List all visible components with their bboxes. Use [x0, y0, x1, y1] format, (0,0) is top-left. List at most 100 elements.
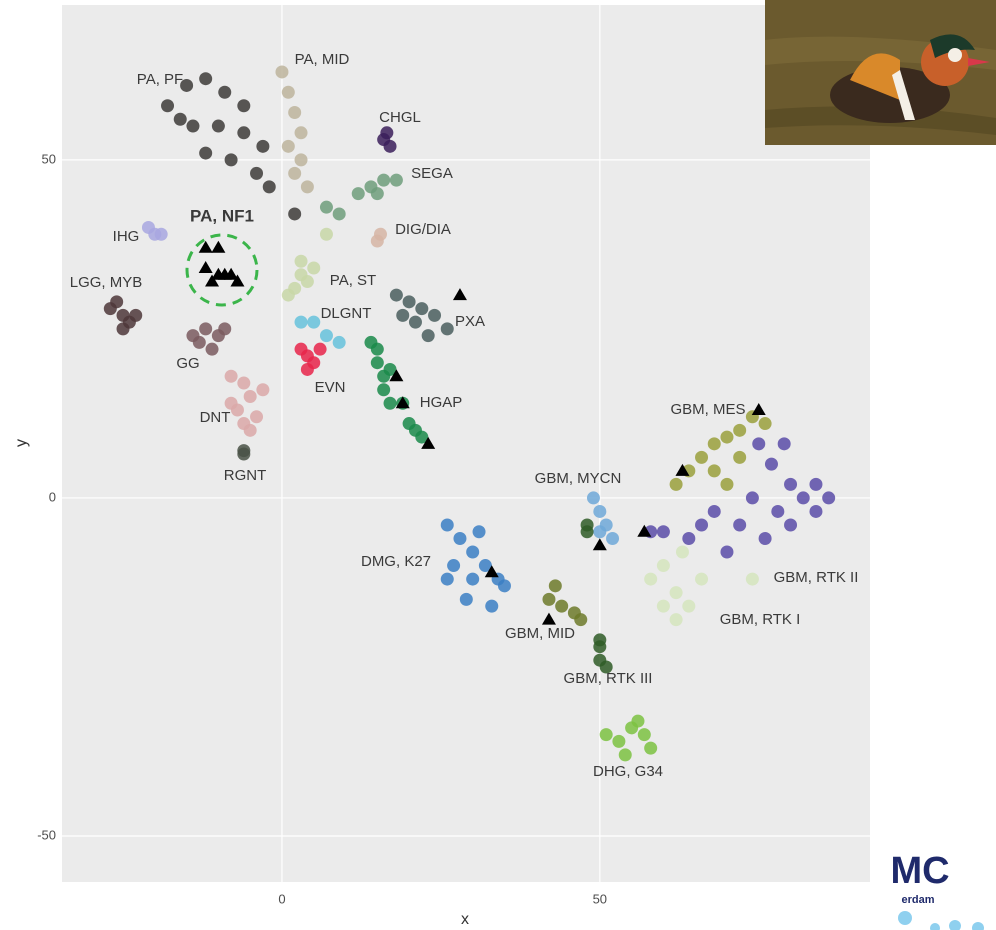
x-tick-label: 0	[278, 891, 285, 906]
point	[199, 322, 212, 335]
point	[670, 613, 683, 626]
point	[301, 363, 314, 376]
point	[473, 525, 486, 538]
y-tick-label: 50	[42, 151, 56, 166]
duck-photo	[765, 0, 996, 145]
point	[670, 478, 683, 491]
point	[333, 336, 346, 349]
point	[809, 505, 822, 518]
point	[377, 383, 390, 396]
point	[288, 106, 301, 119]
point	[759, 532, 772, 545]
point	[682, 600, 695, 613]
point	[498, 579, 511, 592]
point	[212, 120, 225, 133]
point	[199, 147, 212, 160]
point	[752, 437, 765, 450]
point	[256, 140, 269, 153]
point	[256, 383, 269, 396]
point	[682, 532, 695, 545]
point	[784, 478, 797, 491]
point	[110, 295, 123, 308]
point	[307, 262, 320, 275]
point	[593, 525, 606, 538]
point	[282, 86, 295, 99]
point	[695, 518, 708, 531]
point	[244, 390, 257, 403]
point	[384, 397, 397, 410]
cluster-label: DHG, G34	[593, 763, 663, 780]
point	[371, 356, 384, 369]
point	[428, 309, 441, 322]
cluster-label: DMG, K27	[361, 553, 431, 570]
cluster-label: PA, NF1	[190, 206, 254, 225]
point	[733, 518, 746, 531]
cluster-label: GBM, MID	[505, 625, 575, 642]
cluster-label: GBM, RTK II	[774, 569, 859, 586]
point	[186, 120, 199, 133]
point	[593, 505, 606, 518]
point	[759, 417, 772, 430]
point	[320, 228, 333, 241]
point	[542, 593, 555, 606]
point	[409, 316, 422, 329]
point	[631, 715, 644, 728]
point	[218, 86, 231, 99]
cluster-label: DLGNT	[321, 305, 372, 322]
point	[441, 573, 454, 586]
point	[415, 302, 428, 315]
point	[708, 505, 721, 518]
point	[784, 518, 797, 531]
y-tick-label: 0	[49, 489, 56, 504]
point	[593, 633, 606, 646]
point	[676, 546, 689, 559]
point	[364, 336, 377, 349]
point	[657, 600, 670, 613]
point	[606, 532, 619, 545]
point	[218, 322, 231, 335]
x-axis-title: x	[461, 911, 469, 928]
cluster-label: CHGL	[379, 109, 421, 126]
point	[695, 451, 708, 464]
cluster-label: RGNT	[224, 467, 267, 484]
cluster-label: IHG	[113, 228, 140, 245]
logo-subtext: erdam	[901, 894, 934, 906]
point	[206, 343, 219, 356]
point	[466, 546, 479, 559]
point	[390, 289, 403, 302]
point	[282, 289, 295, 302]
point	[301, 180, 314, 193]
cluster-label: LGG, MYB	[70, 274, 143, 291]
plot-panel	[62, 5, 870, 882]
cluster-label: GBM, MES	[670, 401, 745, 418]
point	[237, 376, 250, 389]
point	[746, 573, 759, 586]
point	[314, 343, 327, 356]
point	[771, 505, 784, 518]
point	[733, 451, 746, 464]
point	[720, 478, 733, 491]
point	[422, 329, 435, 342]
point	[441, 322, 454, 335]
point	[237, 99, 250, 112]
point	[295, 153, 308, 166]
cluster-label: GBM, MYCN	[535, 470, 622, 487]
point	[778, 437, 791, 450]
point	[638, 728, 651, 741]
point	[587, 491, 600, 504]
point	[466, 573, 479, 586]
point	[288, 167, 301, 180]
point	[237, 126, 250, 139]
point	[549, 579, 562, 592]
point	[374, 228, 387, 241]
point	[453, 532, 466, 545]
point	[225, 370, 238, 383]
point	[555, 600, 568, 613]
point	[250, 410, 263, 423]
point	[644, 573, 657, 586]
point	[765, 458, 778, 471]
point	[619, 748, 632, 761]
cluster-label: DNT	[200, 409, 231, 426]
point	[237, 447, 250, 460]
cluster-label: DIG/DIA	[395, 221, 451, 238]
